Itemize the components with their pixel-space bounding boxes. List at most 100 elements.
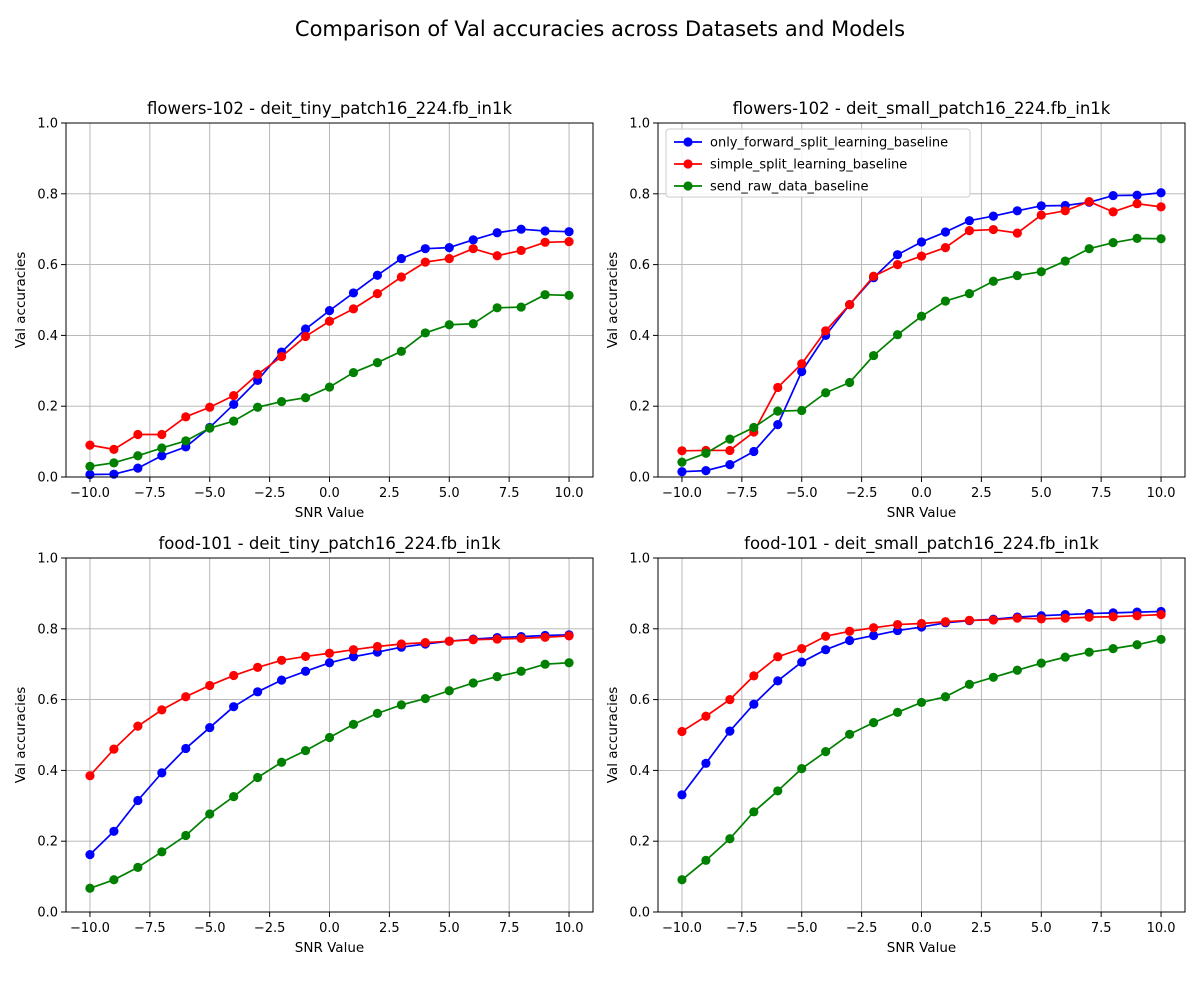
data-point [181,692,191,702]
data-point [229,390,239,401]
data-point [749,807,759,817]
data-point [868,623,879,633]
data-point [845,729,855,739]
data-point [396,346,406,356]
data-point [109,826,119,836]
x-tick-label: −5.0 [194,486,226,501]
series-simple_split_learning_baseline [85,236,574,454]
data-point [492,228,502,238]
x-tick-label: −10.0 [662,486,702,501]
data-point [396,253,406,264]
x-tick-label: 5.0 [1031,486,1052,501]
data-point [1132,190,1142,200]
data-point [540,632,550,642]
data-point [1156,188,1166,198]
legend-entry: send_raw_data_baseline [674,180,868,195]
data-point [773,406,783,416]
data-point [324,382,335,392]
legend-marker [683,181,693,191]
data-point [773,382,783,393]
data-point [1012,206,1022,216]
data-point [492,671,502,682]
x-tick-label: 0.0 [911,921,932,936]
data-point [348,719,359,729]
data-point [324,648,335,658]
data-point [1084,244,1094,254]
data-point [1084,612,1094,622]
data-point [1108,644,1118,654]
data-point [205,809,215,819]
data-point [444,686,454,696]
data-point [701,711,711,721]
data-point [1036,201,1046,211]
data-point [372,289,383,299]
data-point [516,224,526,234]
x-tick-label: 10.0 [555,921,584,936]
data-point [229,791,239,802]
y-tick-label: 0.2 [629,400,650,415]
data-point [492,303,502,313]
data-point [540,290,550,300]
data-point [1012,613,1022,623]
chart-panel-2: −10.0 −7.5 −5.0 −2.5 0.0 2.5 5.0 7.5 10.0 0.0 0.2 0… [605,99,1186,521]
data-point [1108,238,1118,248]
data-point [300,393,311,403]
data-point [725,445,735,456]
data-point [1060,206,1070,216]
data-point [420,693,430,704]
data-point [300,331,311,342]
data-point [821,645,831,655]
data-point [133,451,143,461]
data-point [1012,665,1022,675]
data-point [725,834,735,844]
data-point [396,272,406,282]
data-point [300,666,311,676]
data-point [916,311,927,321]
panel-title: food-101 - deit_small_patch16_224.fb_in1… [744,534,1099,554]
x-axis-label: SNR Value [887,940,956,956]
y-tick-label: 0.2 [37,400,58,415]
data-point [916,697,927,708]
data-point [300,651,311,662]
data-point [540,659,550,669]
data-point [940,243,951,253]
data-point [1060,652,1070,662]
data-point [420,638,430,648]
data-point [157,451,167,461]
data-point [396,700,406,710]
data-point [205,722,215,733]
data-point [444,253,454,264]
x-axis-label: SNR Value [887,505,956,521]
data-point [797,359,807,369]
data-point [845,300,855,310]
series-send_raw_data_baseline [677,634,1166,885]
data-point [940,296,951,306]
data-point [1012,270,1022,281]
data-point [964,615,975,625]
data-point [348,652,359,662]
x-tick-label: −10.0 [70,921,110,936]
data-point [444,243,454,253]
data-point [133,862,143,872]
data-point [372,270,383,280]
data-point [420,328,430,338]
data-point [468,678,478,688]
data-point [892,707,903,717]
data-point [372,358,383,368]
data-point [348,645,359,655]
y-axis-label: Val accuracies [605,687,621,784]
data-point [181,743,191,754]
y-tick-label: 0.8 [37,622,58,637]
x-tick-label: 2.5 [379,921,400,936]
data-point [468,319,478,329]
data-point [725,695,735,705]
data-point [492,251,502,261]
y-tick-label: 0.4 [37,764,58,779]
data-point [276,352,287,362]
data-point [133,721,143,731]
data-point [964,226,975,236]
y-tick-label: 1.0 [629,117,650,132]
data-point [516,633,526,643]
data-point [797,405,807,416]
data-point [253,369,263,379]
